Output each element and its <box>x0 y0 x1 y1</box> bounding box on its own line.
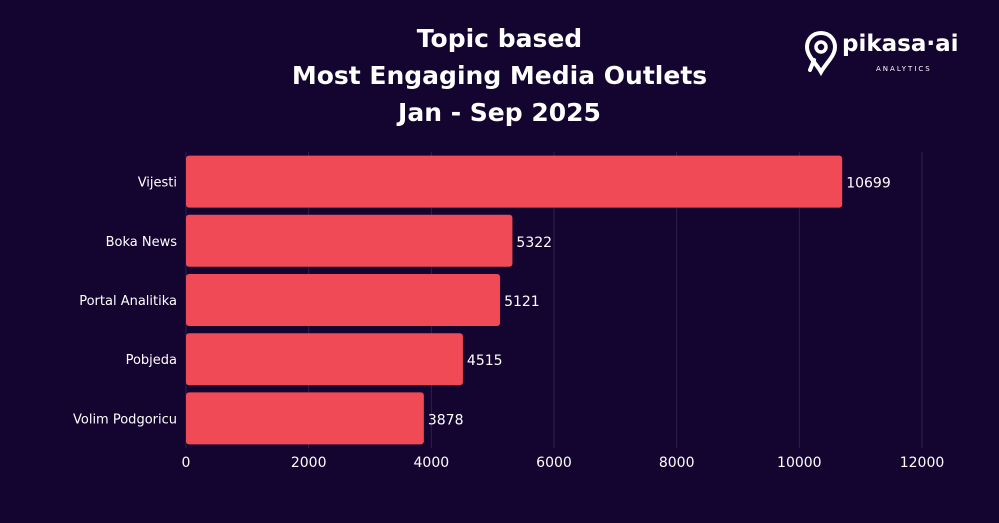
x-tick-label: 4000 <box>414 455 450 471</box>
data-label: 5121 <box>504 294 540 310</box>
x-tick-label: 12000 <box>900 455 945 471</box>
category-label: Pobjeda <box>126 353 177 368</box>
pikasa-logo: pikasa·ai ANALYTICS <box>804 30 959 80</box>
category-label: Vijesti <box>138 176 177 191</box>
x-tick-label: 2000 <box>291 455 327 471</box>
data-label: 5322 <box>516 235 552 251</box>
x-tick-label: 0 <box>182 455 191 471</box>
bar-pobjeda <box>186 333 463 386</box>
title-line-3: Jan - Sep 2025 <box>398 98 601 127</box>
x-tick-label: 6000 <box>536 455 572 471</box>
bar-portal-analitika <box>186 274 501 326</box>
logo-wordmark: pikasa·ai <box>842 31 959 57</box>
x-tick-label: 10000 <box>777 455 822 471</box>
category-label: Portal Analitika <box>79 294 177 309</box>
data-label: 10699 <box>846 176 891 192</box>
title-line-2: Most Engaging Media Outlets <box>291 61 708 90</box>
chart-title: Topic based Most Engaging Media Outlets … <box>0 20 999 131</box>
x-tick-label: 8000 <box>659 455 695 471</box>
title-line-1: Topic based <box>416 24 583 53</box>
data-label: 3878 <box>428 412 464 428</box>
pikasa-pin-icon <box>804 30 838 76</box>
category-label: Boka News <box>106 235 178 250</box>
bar-vijesti <box>186 155 843 208</box>
bar-boka-news <box>186 214 513 267</box>
category-label: Volim Podgoricu <box>73 412 177 427</box>
logo-subtitle: ANALYTICS <box>876 65 932 73</box>
data-label: 4515 <box>467 353 503 369</box>
bar-volim-podgoricu <box>186 392 424 445</box>
